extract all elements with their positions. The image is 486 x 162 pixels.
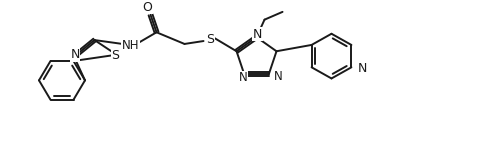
- Text: N: N: [274, 70, 283, 83]
- Text: N: N: [239, 71, 247, 84]
- Text: S: S: [207, 33, 214, 46]
- Text: O: O: [142, 0, 153, 13]
- Text: N: N: [70, 48, 80, 61]
- Text: N: N: [253, 28, 262, 41]
- Text: S: S: [112, 49, 120, 62]
- Text: NH: NH: [122, 39, 139, 52]
- Text: N: N: [357, 62, 367, 75]
